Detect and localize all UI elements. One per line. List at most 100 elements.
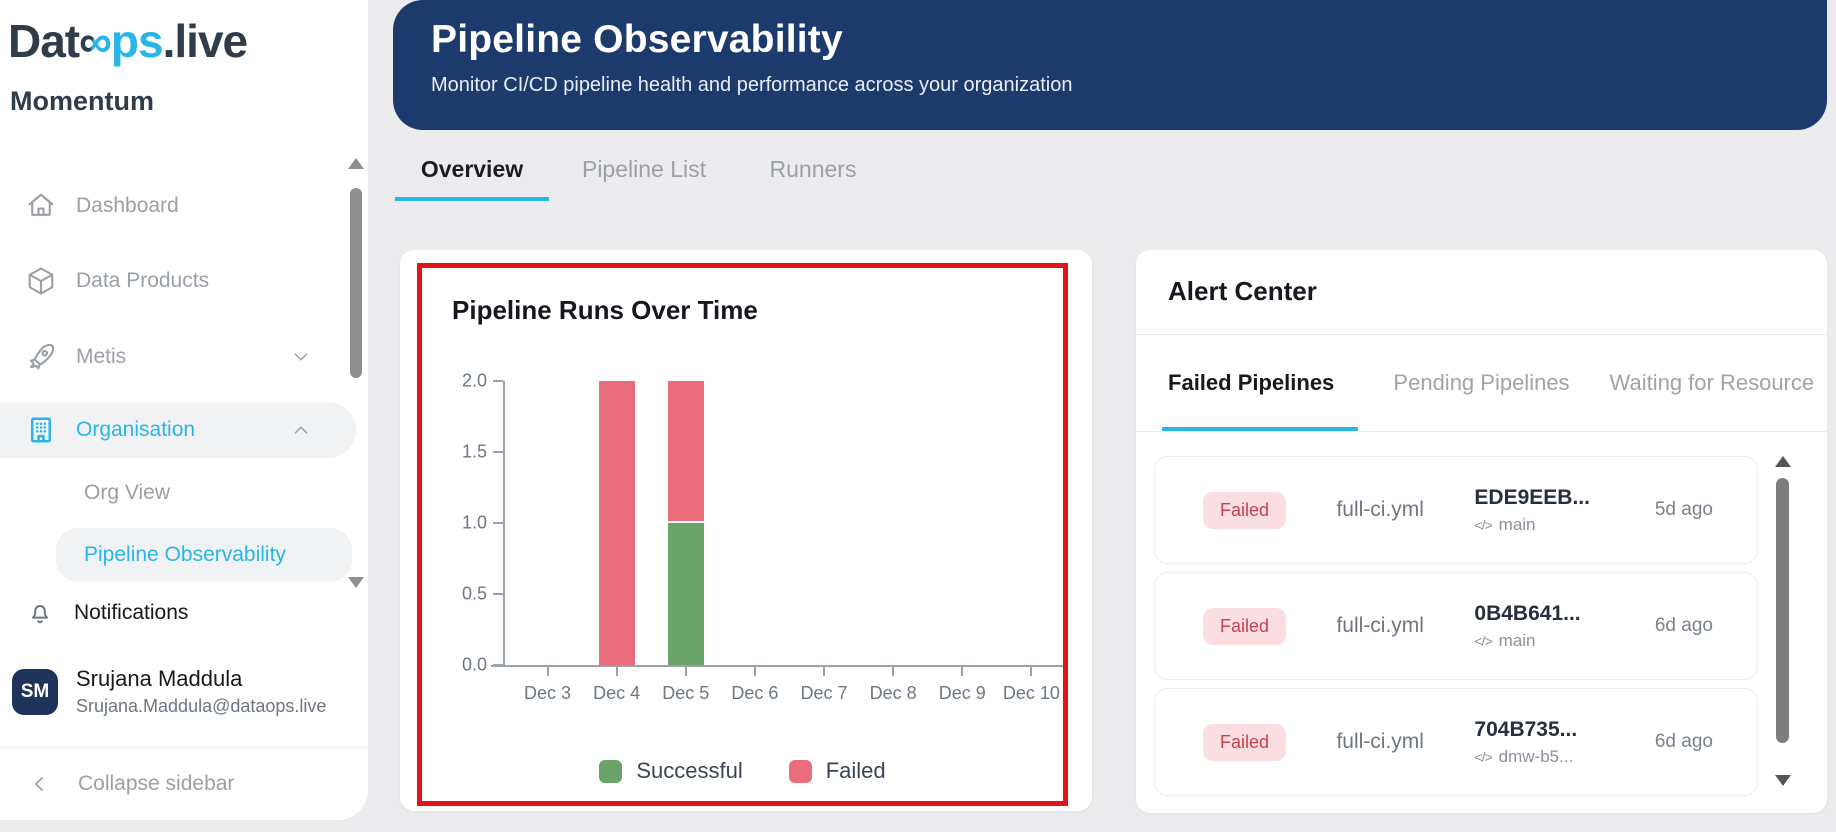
sidebar-item-org-view[interactable]: Org View [56, 466, 352, 520]
y-axis-tick [493, 593, 503, 595]
legend-label: Failed [825, 758, 886, 783]
sidebar-item-data-products[interactable]: Data Products [0, 253, 356, 309]
y-axis-tick [493, 522, 503, 524]
legend-swatch [599, 759, 623, 783]
pipeline-alert-row[interactable]: Failed full-ci.yml EDE9EEB... </> main 5d… [1154, 456, 1758, 564]
scroll-up-arrow[interactable] [348, 158, 364, 169]
y-axis-label: 1.0 [461, 512, 487, 533]
sidebar-item-label: Org View [84, 481, 170, 504]
commit-hash: 0B4B641... [1474, 601, 1581, 625]
user-name: Srujana Maddula [76, 666, 243, 691]
divider [1136, 334, 1827, 335]
commit-hash: EDE9EEB... [1474, 485, 1590, 509]
y-axis-line [503, 381, 505, 667]
branch-name: main [1498, 630, 1536, 650]
alert-time: 6d ago [1654, 615, 1713, 636]
legend-item-successful: Successful [599, 758, 743, 784]
sidebar-item-pipeline-observability[interactable]: Pipeline Observability [56, 528, 352, 582]
x-axis-tick [892, 667, 895, 676]
x-axis-tick [684, 667, 687, 676]
alert-center-card: Alert Center Failed Pipelines Pending Pi… [1136, 250, 1827, 813]
sidebar-item-label: Data Products [76, 269, 210, 292]
status-badge: Failed [1203, 723, 1287, 761]
sidebar-item-label: Notifications [74, 601, 189, 624]
pipeline-file-name: full-ci.yml [1336, 498, 1424, 521]
commit-info: 0B4B641... </> main [1474, 602, 1604, 651]
sidebar-item-label: Dashboard [76, 194, 179, 217]
commit-info: EDE9EEB... </> main [1474, 486, 1604, 535]
pipeline-alert-row[interactable]: Failed full-ci.yml 0B4B641... </> main 6d… [1154, 572, 1758, 680]
y-axis-tick [493, 664, 503, 666]
alert-list-scrollbar[interactable] [1774, 456, 1791, 786]
legend-label: Successful [636, 758, 743, 783]
page-subtitle: Monitor CI/CD pipeline health and perfor… [431, 74, 1073, 96]
code-icon: </> [1474, 748, 1492, 765]
scroll-up-arrow[interactable] [1774, 456, 1791, 467]
chart-legend: Successful Failed [422, 758, 1063, 784]
bar-dec-4[interactable] [598, 381, 635, 665]
chart-title: Pipeline Runs Over Time [452, 295, 758, 325]
tab-failed-pipelines[interactable]: Failed Pipelines [1136, 335, 1366, 431]
page-header-banner: Pipeline Observability Monitor CI/CD pip… [393, 0, 1827, 130]
sidebar-item-organisation[interactable]: Organisation [0, 402, 356, 458]
main-tab-bar: Overview Pipeline List Runners [393, 148, 889, 201]
x-axis-tick [1030, 667, 1033, 676]
x-axis-label: Dec 7 [800, 683, 848, 703]
scrollbar-thumb[interactable] [350, 188, 362, 378]
x-axis-tick [823, 667, 826, 676]
chevron-left-icon [35, 777, 43, 791]
x-axis-label: Dec 5 [662, 683, 710, 703]
tab-waiting-for-resource[interactable]: Waiting for Resource [1609, 370, 1815, 396]
tab-runners[interactable]: Runners [769, 156, 857, 182]
sidebar-item-label: Pipeline Observability [84, 543, 286, 566]
tab-pending-pipelines[interactable]: Pending Pipelines [1393, 370, 1570, 396]
alert-tab-bar: Failed Pipelines Pending Pipelines Waiti… [1136, 335, 1827, 431]
cube-icon [28, 267, 54, 295]
x-axis-tick [546, 667, 549, 676]
pipeline-alert-row[interactable]: Failed full-ci.yml 704B735... </> dmw-b5.… [1154, 688, 1758, 796]
sidebar-item-dashboard[interactable]: Dashboard [0, 178, 356, 234]
user-profile[interactable]: SM Srujana Maddula Srujana.Maddula@datao… [12, 666, 326, 717]
legend-swatch [788, 759, 812, 783]
bar-dec-5[interactable] [667, 381, 704, 665]
x-axis-label: Dec 6 [731, 683, 779, 703]
chevron-down-icon [294, 353, 308, 361]
y-axis-label: 1.5 [461, 441, 487, 462]
tab-overview[interactable]: Overview [393, 148, 551, 201]
x-axis-label: Dec 9 [938, 683, 986, 703]
building-icon [31, 417, 51, 443]
tab-pipeline-list[interactable]: Pipeline List [581, 156, 707, 182]
sidebar-item-notifications[interactable]: Notifications [0, 585, 356, 641]
commit-info: 704B735... </> dmw-b5... [1474, 718, 1604, 767]
alert-time: 6d ago [1654, 731, 1713, 752]
x-axis-line [491, 665, 1063, 667]
x-axis-tick [753, 667, 756, 676]
scroll-down-arrow[interactable] [1774, 775, 1791, 786]
sidebar-scrollbar[interactable] [348, 158, 364, 588]
legend-item-failed: Failed [788, 758, 886, 784]
home-icon [28, 193, 54, 216]
status-badge: Failed [1203, 491, 1287, 529]
x-axis-label: Dec 8 [869, 683, 917, 703]
x-axis-tick [961, 667, 964, 676]
scrollbar-thumb[interactable] [1776, 478, 1789, 743]
y-axis-label: 0.5 [461, 583, 487, 604]
infinity-logo-glyph: ∞ [79, 15, 112, 67]
scroll-down-arrow[interactable] [348, 577, 364, 588]
red-highlight-border: Pipeline Runs Over Time 0.0 0.5 1.0 1.5 2.0 D… [417, 263, 1068, 806]
successful-bar-segment [667, 523, 704, 665]
y-axis-label: 0.0 [461, 654, 487, 675]
sidebar-item-metis[interactable]: Metis [0, 329, 356, 385]
y-axis-label: 2.0 [461, 370, 487, 391]
alert-center-title: Alert Center [1168, 276, 1317, 306]
x-axis-label: Dec 3 [524, 683, 572, 703]
x-axis-tick [615, 667, 618, 676]
sidebar: Dat∞ps.live Momentum Dashboard Data Prod… [0, 0, 368, 820]
code-icon: </> [1474, 632, 1492, 649]
failed-pipelines-list: Failed full-ci.yml EDE9EEB... </> main 5d… [1154, 456, 1758, 804]
collapse-sidebar-button[interactable]: Collapse sidebar [0, 747, 368, 820]
collapse-sidebar-label: Collapse sidebar [78, 772, 235, 795]
product-name-momentum: Momentum [10, 86, 154, 116]
branch-name: main [1498, 514, 1536, 534]
status-badge: Failed [1203, 607, 1287, 645]
